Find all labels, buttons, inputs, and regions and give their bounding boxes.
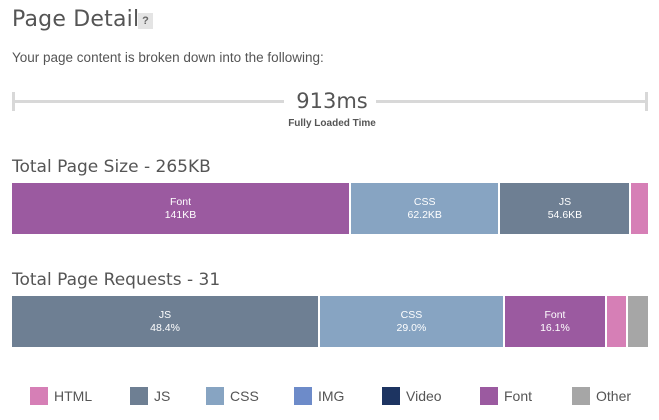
page-size-title: Total Page Size - 265KB xyxy=(12,157,211,177)
legend-label: Video xyxy=(406,388,442,404)
legend-swatch xyxy=(480,387,498,405)
segment-value: 141KB xyxy=(164,208,197,221)
size-segment-css[interactable]: CSS 62.2KB xyxy=(350,183,501,234)
legend-label: CSS xyxy=(230,388,259,404)
legend-item-html[interactable]: HTML xyxy=(30,386,92,406)
legend-label: HTML xyxy=(54,388,93,404)
segment-label: CSS xyxy=(400,308,423,321)
segment-value: 48.4% xyxy=(150,321,180,334)
legend-label: IMG xyxy=(318,388,345,404)
size-segment-font[interactable]: Font 141KB xyxy=(12,183,351,234)
requests-segment-other[interactable] xyxy=(627,296,648,347)
segment-label: Font xyxy=(169,195,191,208)
requests-segment-js[interactable]: JS 48.4% xyxy=(12,296,321,347)
timeline-right-line xyxy=(376,100,648,103)
segment-label: JS xyxy=(558,195,572,208)
requests-segment-html[interactable] xyxy=(607,296,628,347)
segment-value: 29.0% xyxy=(396,321,427,334)
legend-item-js[interactable]: JS xyxy=(130,386,170,406)
legend-swatch xyxy=(130,387,148,405)
legend-item-img[interactable]: IMG xyxy=(294,386,344,406)
segment-value: 62.2KB xyxy=(407,208,442,221)
page-requests-bar: JS 48.4% CSS 29.0% Font 16.1% xyxy=(12,296,648,347)
legend-item-css[interactable]: CSS xyxy=(206,386,259,406)
segment-label: Font xyxy=(544,308,566,321)
segment-label: JS xyxy=(158,308,172,321)
requests-segment-font[interactable]: Font 16.1% xyxy=(504,296,608,347)
legend-label: JS xyxy=(154,388,171,404)
requests-segment-css[interactable]: CSS 29.0% xyxy=(320,296,505,347)
size-segment-js[interactable]: JS 54.6KB xyxy=(500,183,632,234)
legend-item-font[interactable]: Font xyxy=(480,386,532,406)
timeline-left-line xyxy=(12,100,284,103)
legend-swatch xyxy=(206,387,224,405)
segment-value: 16.1% xyxy=(540,321,570,334)
size-segment-html[interactable] xyxy=(631,183,648,234)
legend-swatch xyxy=(382,387,400,405)
legend-item-video[interactable]: Video xyxy=(382,386,442,406)
legend-swatch xyxy=(572,387,590,405)
fully-loaded-value: 913ms xyxy=(296,89,368,113)
segment-label: CSS xyxy=(413,195,436,208)
page-size-bar: Font 141KB CSS 62.2KB JS 54.6KB xyxy=(12,183,648,234)
fully-loaded-timeline: 913ms Fully Loaded Time xyxy=(12,88,648,132)
timeline-end-cap xyxy=(645,92,648,111)
help-icon[interactable]: ? xyxy=(138,13,153,29)
intro-text: Your page content is broken down into th… xyxy=(12,50,324,65)
legend-label: Other xyxy=(596,388,632,404)
page-requests-title: Total Page Requests - 31 xyxy=(12,270,221,290)
fully-loaded-label: Fully Loaded Time xyxy=(288,118,376,129)
legend-label: Font xyxy=(504,388,533,404)
legend-swatch xyxy=(30,387,48,405)
content-type-legend: HTML JS CSS IMG Video Font Other xyxy=(30,386,650,406)
page-title: Page Details xyxy=(12,7,151,32)
legend-item-other[interactable]: Other xyxy=(572,386,631,406)
legend-swatch xyxy=(294,387,312,405)
segment-value: 54.6KB xyxy=(547,208,583,221)
